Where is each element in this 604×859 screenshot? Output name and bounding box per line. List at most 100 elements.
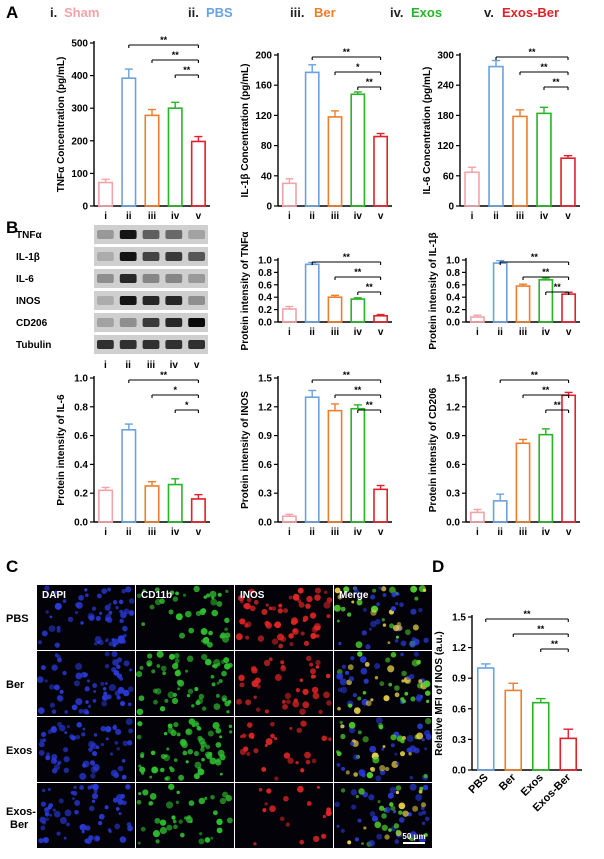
bar-ii	[488, 65, 504, 207]
cell-dot	[104, 805, 109, 810]
cell-dot	[171, 697, 179, 705]
cell-dot	[104, 604, 111, 611]
cell-dot	[108, 641, 114, 647]
cell-dot	[58, 798, 64, 804]
micro-channel-label: INOS	[240, 590, 265, 601]
cell-dot	[116, 695, 121, 700]
cell-dot	[168, 783, 175, 790]
cell-dot	[283, 752, 291, 759]
cell-dot	[395, 829, 401, 835]
cell-dot	[216, 681, 220, 685]
cell-dot	[285, 822, 290, 827]
cell-dot	[159, 706, 166, 712]
cell-dot	[175, 613, 183, 621]
cell-dot	[160, 665, 167, 672]
cell-dot	[127, 740, 133, 746]
cell-dot	[200, 608, 207, 614]
y-axis-title: Protein intensity of TNFα	[240, 231, 251, 351]
cell-dot	[246, 722, 253, 728]
cell-dot	[104, 663, 110, 669]
cell-dot	[216, 758, 221, 763]
y-tick-label: 0.9	[452, 674, 466, 685]
bar-iii	[327, 116, 343, 207]
cell-dot	[136, 593, 142, 599]
cell-dot	[299, 708, 306, 715]
cell-dot	[276, 633, 285, 641]
cell-dot	[200, 747, 205, 752]
cell-dot	[303, 640, 310, 647]
x-tick-label: iii	[331, 211, 340, 222]
group-label-sham: i. Sham	[50, 5, 99, 20]
cell-dot	[95, 615, 101, 621]
cell-dot	[201, 706, 207, 711]
cell-dot	[238, 674, 245, 682]
cell-dot	[121, 774, 127, 780]
cell-dot	[99, 611, 103, 615]
cell-dot	[309, 662, 314, 667]
cell-dot	[253, 842, 257, 846]
cell-dot	[120, 793, 126, 799]
cell-dot	[127, 702, 132, 707]
y-tick-label: 1.5	[452, 613, 466, 624]
cell-dot	[125, 586, 132, 593]
cell-dot	[51, 753, 58, 760]
cell-dot	[347, 664, 354, 671]
cell-dot	[185, 729, 191, 735]
cell-dot	[325, 673, 331, 679]
cell-dot	[82, 727, 86, 731]
blot-band	[97, 252, 114, 261]
cell-dot	[74, 800, 81, 807]
cell-dot	[350, 656, 355, 661]
significance-label: **	[354, 267, 362, 277]
x-tick-label: iii	[331, 527, 340, 538]
y-axis-title: TNFα Concentration (pg/mL)	[56, 57, 67, 193]
chart-protein-intensity-il6: 0.0 0.2 0.4 0.6 0.8 1.0 Protein intensity of I…	[56, 370, 210, 538]
cell-dot	[46, 752, 50, 757]
cell-dot	[363, 678, 369, 684]
bar-ii	[304, 71, 320, 207]
cell-dot	[79, 823, 87, 831]
cell-dot	[207, 730, 214, 737]
significance-label: **	[343, 370, 351, 380]
cell-dot	[176, 732, 181, 737]
cell-dot	[228, 724, 233, 729]
blot-band	[119, 318, 137, 327]
cell-dot	[383, 695, 390, 702]
cell-dot	[195, 610, 202, 617]
bar-i	[464, 171, 480, 207]
y-tick-label: 0.0	[446, 318, 460, 329]
chart-il6-concentration: 0 60 120 180 240 300 IL-6 Concentration (pg/mL…	[422, 47, 580, 222]
blot-band	[142, 252, 160, 261]
cell-dot	[312, 692, 320, 700]
cell-dot	[357, 730, 362, 735]
cell-dot	[240, 599, 244, 604]
cell-dot	[80, 621, 84, 625]
cell-dot	[413, 747, 420, 754]
panel-letter-d: D	[432, 557, 444, 576]
y-tick-label: 1.2	[258, 402, 272, 413]
cell-dot	[79, 772, 87, 780]
cell-dot	[174, 658, 180, 664]
cell-dot	[328, 737, 332, 741]
cell-dot	[282, 703, 288, 710]
cell-dot	[127, 825, 133, 832]
cell-dot	[40, 825, 46, 831]
x-tick-label: iv	[171, 527, 180, 538]
significance-label: **	[552, 77, 560, 87]
cell-dot	[281, 699, 286, 704]
cell-dot	[305, 603, 311, 609]
cell-dot	[412, 624, 419, 631]
cell-dot	[155, 839, 160, 844]
cell-dot	[52, 808, 56, 812]
cell-dot	[172, 692, 178, 697]
bar-i	[98, 181, 114, 207]
y-tick-label: 1.2	[446, 402, 460, 413]
x-tick-label: ii	[497, 327, 503, 338]
cell-dot	[188, 800, 195, 806]
cell-dot	[224, 617, 230, 624]
bar-iii	[327, 409, 343, 523]
y-axis-title: Protein intensity of IL-6	[56, 394, 67, 506]
x-tick-label: v	[196, 527, 202, 538]
cell-dot	[66, 822, 70, 827]
